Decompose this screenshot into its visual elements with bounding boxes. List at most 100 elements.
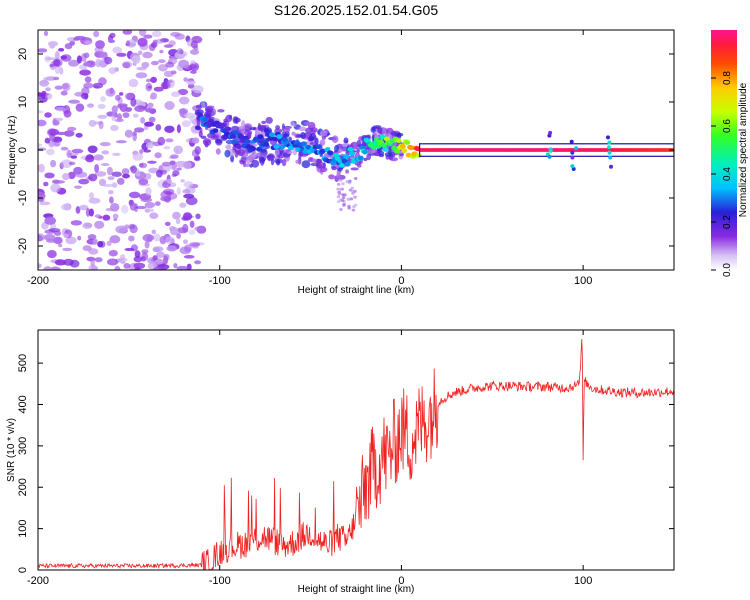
- spectrogram-ridge-mark: [301, 141, 307, 147]
- spectrogram-scatter-blob: [319, 139, 326, 146]
- spectrogram-noise-blob: [165, 236, 175, 244]
- spectrogram-noise-blob: [157, 59, 166, 63]
- spectrogram-noise-blob: [165, 138, 174, 143]
- spectrogram-scatter-blob: [339, 187, 344, 191]
- spectrogram-noise-blob: [175, 218, 181, 225]
- spectrogram-ridge-mark: [357, 155, 364, 161]
- spectrogram-noise-blob: [97, 114, 108, 119]
- spectrogram-noise-blob: [66, 149, 72, 158]
- y-tick-label: 0: [17, 567, 29, 573]
- spectrogram-noise-blob: [150, 92, 158, 100]
- colorbar-gradient: [711, 30, 737, 270]
- spectrogram-ridge-mark: [257, 134, 264, 140]
- spectrogram-noise-blob: [188, 229, 196, 235]
- spectrogram-scatter-blob: [341, 182, 345, 186]
- x-tick-label: -200: [27, 575, 49, 587]
- spectrogram-noise-blob: [101, 163, 110, 166]
- spectrogram-noise-blob: [87, 145, 98, 154]
- spectrogram-noise-blob: [153, 86, 164, 92]
- y-tick-label: 10: [17, 96, 29, 108]
- spectrogram-scatter-blob: [225, 114, 233, 123]
- spectrogram-noise-blob: [139, 149, 144, 155]
- spectrogram-scatter-blob: [290, 120, 295, 127]
- spectrogram-noise-blob: [134, 250, 141, 258]
- spectrogram-scatter-blob: [249, 163, 253, 168]
- spectrogram-noise-blob: [84, 76, 92, 83]
- spectrogram-noise-blob: [163, 255, 169, 265]
- spectrogram-noise-blob: [48, 128, 60, 136]
- y-tick-label: -10: [17, 190, 29, 206]
- spectrogram-noise-blob: [103, 183, 115, 188]
- spectrogram-ridge-mark: [344, 161, 351, 167]
- spectrogram-noise-blob: [122, 30, 133, 35]
- spectrogram-noise-blob: [112, 152, 121, 156]
- spectrogram-scatter-blob: [351, 190, 356, 193]
- spectrogram-noise-blob: [75, 171, 88, 178]
- spectrogram-noise-blob: [147, 160, 157, 164]
- spectrogram-ridge-mark: [381, 142, 387, 148]
- spectrogram-noise-blob: [114, 118, 124, 123]
- spectrogram-noise-blob: [54, 259, 67, 266]
- colorbar: 0.0 0.2 0.4 0.6 0.8 Normalized spectral ampl…: [711, 30, 749, 277]
- spectrogram-noise-blob: [54, 117, 64, 122]
- spectrogram-noise-blob: [150, 76, 158, 83]
- spectrogram-noise-blob: [137, 37, 148, 47]
- spectrogram-scatter-blob: [194, 109, 204, 115]
- spectrogram-noise-blob: [156, 169, 163, 178]
- spectrogram-ridge-mark: [404, 140, 411, 145]
- spectrogram-noise-blob: [61, 203, 71, 211]
- spectrogram-noise-blob: [176, 187, 181, 195]
- snr-series-line: [38, 338, 674, 570]
- spectrogram-noise-blob: [121, 204, 129, 214]
- spectrogram-noise-blob: [181, 120, 191, 128]
- spectrogram-noise-blob: [109, 235, 121, 244]
- spectrogram-noise-blob: [52, 58, 63, 68]
- spectrogram-noise-blob: [108, 67, 117, 75]
- spectrogram-noise-blob: [163, 70, 174, 78]
- spectrogram-noise-blob: [75, 103, 85, 112]
- spectrogram-noise-blob: [88, 119, 97, 127]
- spectrogram-noise-blob: [135, 72, 148, 79]
- spectrogram-noise-blob: [142, 234, 155, 242]
- spectrogram-noise-blob: [60, 90, 68, 96]
- spectrogram-noise-blob: [183, 193, 195, 199]
- spectrogram-noise-blob: [112, 213, 119, 219]
- spectrogram-scatter-blob: [200, 135, 207, 139]
- spectrogram-noise-blob: [44, 137, 51, 144]
- spectrogram-scatter-blob: [304, 132, 312, 138]
- spectrogram-noise-blob: [145, 187, 152, 196]
- spectrogram-scatter-blob: [204, 111, 210, 118]
- spectrogram-noise-blob: [151, 229, 157, 235]
- spectrogram-scatter-blob: [265, 116, 273, 124]
- y-tick-label: 500: [17, 354, 29, 372]
- spectrogram-noise-blob: [179, 202, 187, 208]
- spectrogram-noise-blob: [38, 110, 44, 114]
- spectrogram-scatter-blob: [215, 148, 221, 155]
- spectrogram-noise-blob: [153, 233, 161, 242]
- spectrogram-noise-blob: [130, 165, 137, 174]
- figure-title: S126.2025.152.01.54.G05: [274, 2, 438, 18]
- spectrogram-noise-blob: [54, 50, 60, 60]
- spectrogram-noise-blob: [111, 112, 116, 122]
- spectrogram-noise-blob: [182, 189, 191, 194]
- spectrogram-noise-blob: [38, 119, 47, 127]
- snr-panel: -200 -100 0 100 0 100 200 300 400 500 Height of …: [6, 329, 675, 595]
- spectrogram-noise-blob: [92, 238, 98, 245]
- spectrogram-noise-blob: [148, 167, 160, 174]
- colorbar-label: Normalized spectral amplitude: [738, 82, 749, 217]
- spectrogram-scatter-blob: [257, 124, 267, 130]
- spectrogram-ridge-mark: [231, 139, 238, 145]
- spectrogram-noise-blob: [38, 143, 42, 147]
- y-tick-label: 400: [17, 395, 29, 413]
- y-tick-label: 200: [17, 478, 29, 496]
- spectrogram-noise-blob: [180, 179, 185, 183]
- spectrogram-noise-blob: [45, 87, 51, 92]
- spectrogram-noise-blob: [186, 80, 196, 85]
- spectrogram-noise-blob: [79, 69, 91, 76]
- spectrogram-ridge-mark: [263, 142, 270, 147]
- spectrogram-noise-blob: [50, 159, 57, 168]
- spectrogram-scatter-blob: [202, 139, 211, 143]
- spectrogram-noise-blob: [137, 128, 143, 133]
- spectrogram-noise-blob: [45, 57, 56, 61]
